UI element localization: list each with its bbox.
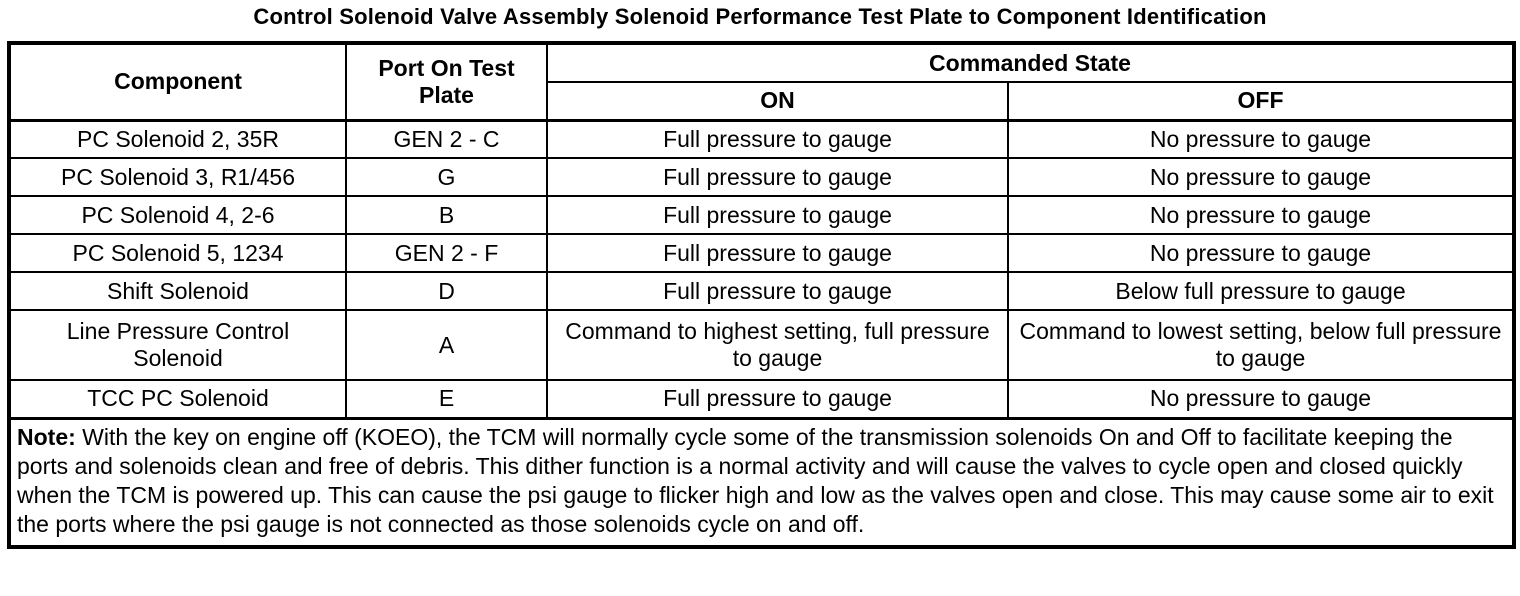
cell-component: PC Solenoid 3, R1/456 — [8, 157, 347, 197]
note-label: Note: — [17, 423, 76, 450]
cell-off-state: No pressure to gauge — [1007, 233, 1515, 273]
table-row: PC Solenoid 4, 2-6 B Full pressure to ga… — [8, 195, 1515, 235]
column-header-component: Component — [8, 42, 347, 122]
cell-port: A — [345, 309, 548, 381]
cell-on-state: Full pressure to gauge — [546, 119, 1009, 159]
cell-on-state: Full pressure to gauge — [546, 379, 1009, 419]
note-text: With the key on engine off (KOEO), the T… — [17, 423, 1494, 537]
cell-on-state: Full pressure to gauge — [546, 233, 1009, 273]
note-cell: Note: With the key on engine off (KOEO),… — [8, 416, 1515, 548]
column-header-port: Port On Test Plate — [345, 42, 548, 122]
column-header-commanded-state: Commanded State — [546, 42, 1515, 83]
cell-component: PC Solenoid 5, 1234 — [8, 233, 347, 273]
page-title: Control Solenoid Valve Assembly Solenoid… — [253, 4, 1267, 29]
cell-component: TCC PC Solenoid — [8, 379, 347, 419]
cell-component: PC Solenoid 4, 2-6 — [8, 195, 347, 235]
table-row: Shift Solenoid D Full pressure to gauge … — [8, 271, 1515, 311]
note-row: Note: With the key on engine off (KOEO),… — [8, 416, 1515, 548]
table-row: TCC PC Solenoid E Full pressure to gauge… — [8, 379, 1515, 419]
cell-component: PC Solenoid 2, 35R — [8, 119, 347, 159]
cell-port: E — [345, 379, 548, 419]
column-header-off: OFF — [1007, 81, 1515, 122]
cell-port: GEN 2 - C — [345, 119, 548, 159]
cell-component: Line Pressure Control Solenoid — [8, 309, 347, 381]
column-header-on: ON — [546, 81, 1009, 122]
cell-port: D — [345, 271, 548, 311]
cell-component: Shift Solenoid — [8, 271, 347, 311]
cell-on-state: Command to highest setting, full pressur… — [546, 309, 1009, 381]
table-row: PC Solenoid 5, 1234 GEN 2 - F Full press… — [8, 233, 1515, 273]
cell-off-state: No pressure to gauge — [1007, 379, 1515, 419]
cell-port: GEN 2 - F — [345, 233, 548, 273]
cell-on-state: Full pressure to gauge — [546, 157, 1009, 197]
cell-on-state: Full pressure to gauge — [546, 195, 1009, 235]
cell-on-state: Full pressure to gauge — [546, 271, 1009, 311]
table-row: PC Solenoid 3, R1/456 G Full pressure to… — [8, 157, 1515, 197]
cell-off-state: Below full pressure to gauge — [1007, 271, 1515, 311]
cell-off-state: No pressure to gauge — [1007, 195, 1515, 235]
table-row: PC Solenoid 2, 35R GEN 2 - C Full pressu… — [8, 119, 1515, 159]
table-row: Line Pressure Control Solenoid A Command… — [8, 309, 1515, 381]
cell-port: G — [345, 157, 548, 197]
solenoid-performance-table: Component Port On Test Plate Commanded S… — [7, 41, 1516, 549]
cell-off-state: No pressure to gauge — [1007, 119, 1515, 159]
cell-off-state: Command to lowest setting, below full pr… — [1007, 309, 1515, 381]
cell-port: B — [345, 195, 548, 235]
cell-off-state: No pressure to gauge — [1007, 157, 1515, 197]
